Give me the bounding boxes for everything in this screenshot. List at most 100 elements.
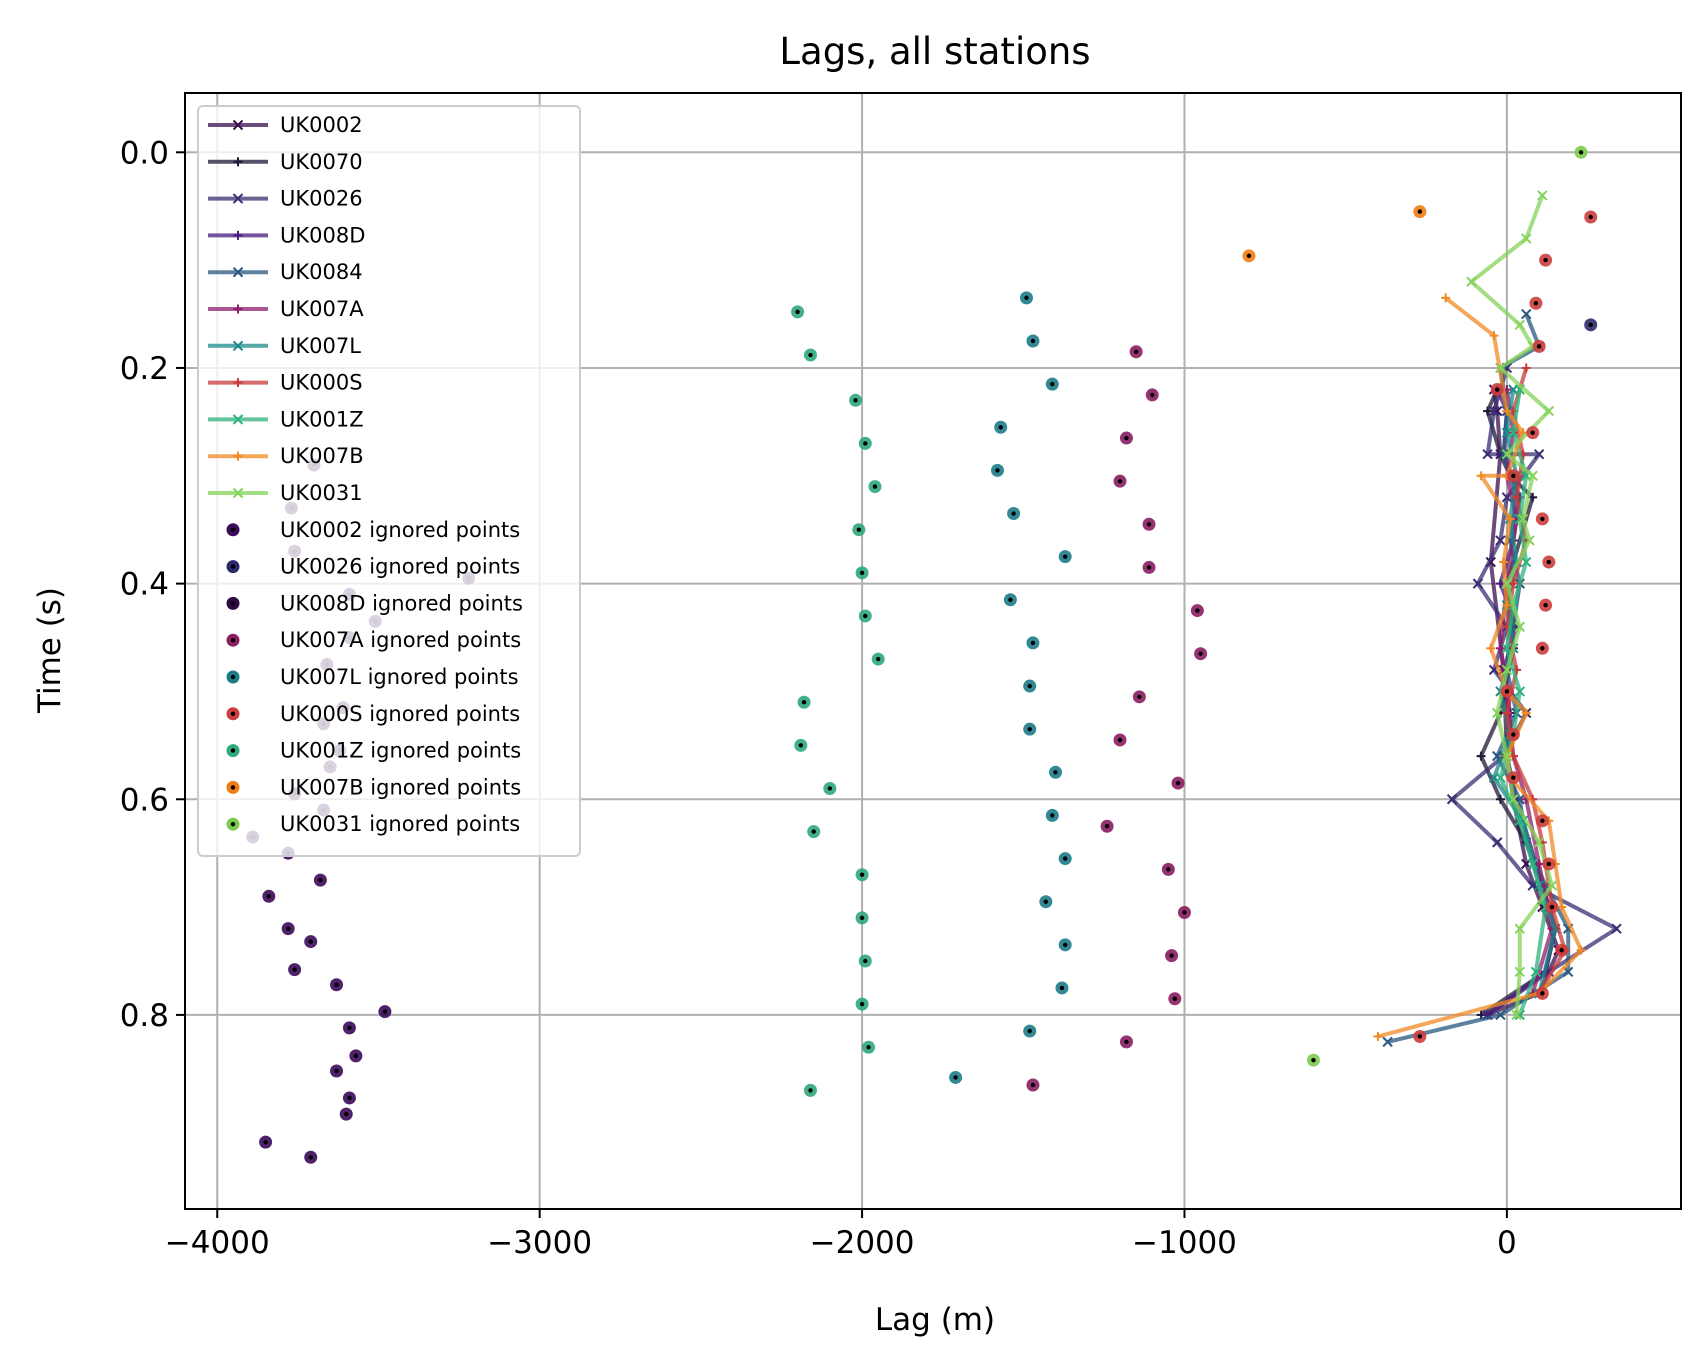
ignored-point	[1055, 981, 1069, 995]
ignored-point	[1490, 383, 1504, 397]
ignored-point	[1165, 949, 1179, 963]
ignored-point	[1142, 560, 1156, 574]
ignored-point	[852, 523, 866, 537]
legend-entry: UK000S ignored points	[226, 702, 520, 726]
legend-box	[197, 105, 581, 857]
legend-marker	[232, 487, 244, 499]
ignored-point	[262, 889, 276, 903]
ignored-point	[304, 935, 318, 949]
series-point	[1492, 837, 1503, 848]
x-tick-label: −1000	[1132, 1225, 1237, 1261]
series-point	[1521, 363, 1531, 373]
ignored-point	[342, 1091, 356, 1105]
legend-label: UK001Z	[280, 407, 364, 431]
legend-entry: UK0031	[208, 481, 363, 505]
series-point	[1557, 902, 1567, 912]
series-point	[1505, 514, 1515, 524]
y-tick-label: 0.4	[120, 567, 169, 603]
legend-label: UK007B ignored points	[280, 775, 521, 799]
ignored-point	[858, 436, 872, 450]
ignored-point	[858, 609, 872, 623]
legend-entry: UK0084	[208, 260, 363, 284]
ignored-point	[349, 1049, 363, 1063]
series-point	[1499, 557, 1509, 567]
ignored-point	[1129, 345, 1143, 359]
series-point	[1546, 880, 1558, 891]
ignored-point	[1506, 728, 1520, 742]
legend-marker	[232, 193, 244, 204]
ignored-point	[1007, 507, 1021, 521]
series-point	[1514, 621, 1526, 632]
plot-frame	[184, 92, 1682, 1210]
ignored-point	[1542, 857, 1556, 871]
legend-entry: UK007B ignored points	[226, 775, 521, 799]
ignored-point	[1526, 426, 1540, 440]
legend-label: UK007A	[280, 297, 364, 321]
ignored-point	[855, 868, 869, 882]
ignored-point	[342, 1021, 356, 1035]
legend-entry: UK007A	[208, 297, 364, 321]
ignored-point	[868, 480, 882, 494]
ignored-point	[803, 348, 817, 362]
ignored-point	[994, 420, 1008, 434]
ignored-point	[1132, 690, 1146, 704]
ignored-point	[1026, 636, 1040, 650]
series-point	[1511, 1009, 1522, 1021]
ignored-point	[1023, 1024, 1037, 1038]
ignored-point	[1003, 593, 1017, 607]
series-point	[1534, 859, 1544, 869]
legend-label: UK000S ignored points	[280, 702, 520, 726]
ignored-point	[949, 1070, 963, 1084]
ignored-point	[1168, 992, 1182, 1006]
series-point	[1373, 1031, 1383, 1041]
ignored-point	[1142, 517, 1156, 531]
series-point	[1521, 308, 1532, 320]
ignored-point	[990, 463, 1004, 477]
ignored-point	[1532, 339, 1546, 353]
legend-marker	[233, 157, 243, 167]
series-point	[1446, 794, 1458, 805]
ignored-point	[871, 652, 885, 666]
ignored-point	[858, 954, 872, 968]
series-point	[1514, 966, 1526, 977]
ignored-point	[1039, 895, 1053, 909]
ignored-point	[855, 911, 869, 925]
ignored-point	[803, 1083, 817, 1097]
series-point	[1472, 578, 1484, 589]
ignored-point	[794, 738, 808, 752]
ignored-point	[1506, 771, 1520, 785]
ignored-point	[797, 695, 811, 709]
legend-label: UK0084	[280, 260, 363, 284]
legend-entry: UK001Z ignored points	[226, 739, 521, 763]
ignored-point	[259, 1135, 273, 1149]
series-point	[1514, 686, 1526, 697]
y-axis-label: Time (s)	[32, 587, 68, 714]
ignored-point	[304, 1150, 318, 1164]
ignored-point	[1584, 318, 1598, 332]
legend-label: UK0031	[280, 481, 363, 505]
x-axis-label: Lag (m)	[875, 1302, 995, 1338]
legend-entry: UK007B	[208, 444, 364, 468]
ignored-point	[1113, 733, 1127, 747]
ignored-point	[1535, 814, 1549, 828]
ignored-point	[1113, 474, 1127, 488]
legend-marker	[232, 414, 244, 425]
ignored-point	[330, 1064, 344, 1078]
legend-entry: UK008D ignored points	[226, 591, 523, 615]
x-tick-label: −2000	[810, 1225, 915, 1261]
series-point	[1533, 837, 1545, 848]
series-point	[1521, 556, 1532, 568]
ignored-point	[1539, 598, 1553, 612]
series-point	[1476, 751, 1486, 761]
x-tick-label: −3000	[487, 1225, 592, 1261]
series-point	[1501, 449, 1513, 460]
series-point	[1502, 406, 1512, 416]
x-tick-label: −4000	[165, 1225, 270, 1261]
ignored-point	[823, 781, 837, 795]
ignored-point	[1535, 986, 1549, 1000]
ignored-point	[1058, 938, 1072, 952]
series-point	[1501, 664, 1513, 676]
ignored-point	[1058, 550, 1072, 564]
ignored-point	[1500, 684, 1514, 698]
